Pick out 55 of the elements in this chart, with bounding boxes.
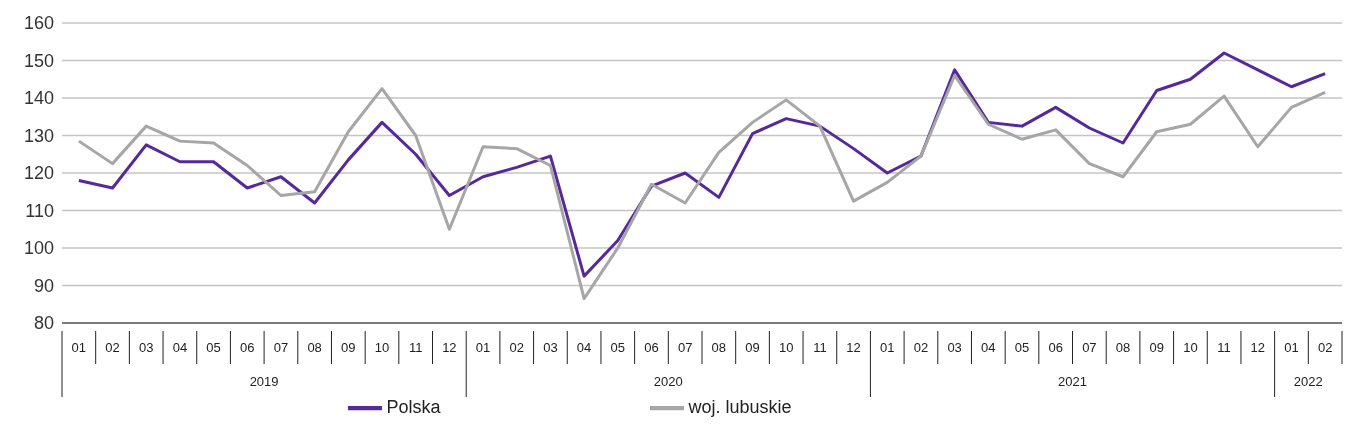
x-tick-label: 07 bbox=[677, 340, 693, 355]
x-tick-label: 06 bbox=[240, 340, 255, 355]
x-tick-label: 09 bbox=[341, 340, 356, 355]
y-tick-label: 160 bbox=[23, 13, 54, 34]
line-series bbox=[77, 74, 1327, 301]
x-tick-label: 11 bbox=[813, 340, 827, 355]
legend-label: woj. lubuskie bbox=[688, 396, 792, 417]
y-tick-label: 90 bbox=[33, 275, 54, 296]
x-tick-label: 03 bbox=[947, 340, 962, 355]
x-tick-label: 01 bbox=[1284, 340, 1299, 355]
x-tick-label: 06 bbox=[1048, 340, 1063, 355]
x-tick-label: 08 bbox=[307, 340, 322, 355]
x-tick-label: 09 bbox=[1149, 340, 1164, 355]
y-tick-label: 150 bbox=[23, 50, 54, 71]
x-tick-label: 04 bbox=[172, 340, 188, 355]
x-tick-label: 07 bbox=[1082, 340, 1097, 355]
x-tick-label: 08 bbox=[1115, 340, 1131, 355]
x-tick-label: 08 bbox=[711, 340, 727, 355]
x-tick-label: 01 bbox=[475, 340, 491, 355]
y-tick-label: 140 bbox=[23, 88, 54, 109]
x-tick-label: 10 bbox=[778, 340, 794, 355]
x-tick-label: 11 bbox=[408, 340, 423, 355]
y-tick-label: 100 bbox=[23, 238, 54, 259]
y-tick-label: 120 bbox=[23, 163, 54, 184]
x-tick-label: 03 bbox=[543, 340, 558, 355]
x-tick-label: 10 bbox=[1183, 340, 1198, 355]
x-tick-label: 05 bbox=[206, 340, 221, 355]
x-tick-label: 04 bbox=[981, 340, 996, 355]
legend-label: Polska bbox=[386, 396, 441, 417]
x-tick-label: 12 bbox=[846, 340, 861, 355]
x-tick-label: 02 bbox=[509, 340, 524, 355]
x-tick-label: 01 bbox=[880, 340, 895, 355]
line-series bbox=[77, 51, 1327, 278]
x-tick-label: 01 bbox=[71, 340, 87, 355]
x-tick-label: 12 bbox=[442, 340, 457, 355]
x-tick-label: 09 bbox=[745, 340, 760, 355]
text: 2020 bbox=[653, 374, 683, 389]
x-tick-label: 05 bbox=[1014, 340, 1030, 355]
y-tick-label: 130 bbox=[23, 125, 54, 146]
text: 2019 bbox=[249, 374, 279, 389]
x-tick-label: 12 bbox=[1250, 340, 1266, 355]
y-tick-label: 80 bbox=[33, 313, 54, 334]
x-tick-label: 05 bbox=[610, 340, 626, 355]
x-tick-label: 11 bbox=[1217, 340, 1231, 355]
x-tick-label: 02 bbox=[105, 340, 120, 355]
x-tick-label: 03 bbox=[138, 340, 154, 355]
x-tick-label: 04 bbox=[576, 340, 592, 355]
x-tick-label: 02 bbox=[1317, 340, 1333, 355]
y-tick-label: 110 bbox=[25, 200, 54, 221]
x-tick-label: 02 bbox=[913, 340, 929, 355]
x-tick-label: 10 bbox=[374, 340, 390, 355]
x-tick-label: 06 bbox=[644, 340, 659, 355]
text: 2021 bbox=[1058, 374, 1087, 389]
x-tick-label: 07 bbox=[273, 340, 289, 355]
text: 2022 bbox=[1293, 374, 1323, 389]
